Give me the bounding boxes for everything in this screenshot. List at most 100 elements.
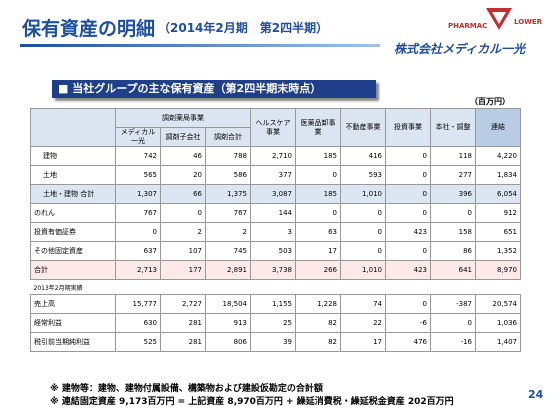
cell: 0 (385, 165, 431, 185)
cell: 0 (385, 203, 431, 223)
logo-text: PHARMAC (448, 22, 488, 30)
asset-table: 調剤薬局事業 ヘルスケア事業 医薬品卸事業 不動産事業 投資事業 本社・調整 連結 メディカル… (30, 108, 521, 352)
cell: 1,375 (205, 184, 251, 204)
table-row: 税引前当期純利益 525 281 806 39 82 17 476 -16 1,407 (30, 332, 521, 352)
header-cell: 投資事業 (385, 108, 431, 147)
cell: 281 (160, 332, 206, 352)
cell: 1,010 (340, 184, 386, 204)
cell: 1,036 (475, 313, 521, 333)
group-header: 調剤薬局事業 (115, 108, 251, 128)
cell: 82 (295, 332, 341, 352)
cell: 266 (295, 260, 341, 280)
row-label: 投資有価証券 (30, 222, 116, 242)
cell: 0 (340, 203, 386, 223)
table-row: のれん 767 0 767 144 0 0 0 0 912 (30, 203, 521, 223)
footnote: ※ 建物等：建物、建物付属設備、構築物および建設仮勘定の合計額 (50, 384, 323, 394)
table-row: その他固定資産 637 107 745 503 17 0 0 86 1,352 (30, 241, 521, 261)
cell: 46 (160, 146, 206, 166)
table-row: 2013年2月期実績 (31, 280, 521, 295)
table-row: メディカル一光 調剤子会社 調剤合計 (31, 127, 521, 147)
cell: -387 (430, 294, 476, 314)
cell: 503 (250, 241, 296, 261)
period-note: 2013年2月期実績 (33, 284, 83, 292)
header-cell: ヘルスケア事業 (250, 108, 296, 147)
cell: 806 (205, 332, 251, 352)
cell: -16 (430, 332, 476, 352)
cell: 788 (205, 146, 251, 166)
cell: 277 (430, 165, 476, 185)
cell: 0 (115, 222, 161, 242)
table-row: 土地 565 20 586 377 0 593 0 277 1,834 (30, 165, 521, 185)
cell: 396 (430, 184, 476, 204)
table-row: 合計 2,713 177 2,891 3,738 266 1,010 423 641 8,970 (30, 260, 521, 280)
cell: 476 (385, 332, 431, 352)
cell: 15,777 (115, 294, 161, 314)
cell: 3,738 (250, 260, 296, 280)
cell: 641 (430, 260, 476, 280)
cell: 25 (250, 313, 296, 333)
row-label: 合計 (30, 260, 116, 280)
row-label: その他固定資産 (30, 241, 116, 261)
cell: 4,220 (475, 146, 521, 166)
footnote: ※ 連結固定資産 9,173百万円 = 上記資産 8,970百万円 + 繰延消費… (50, 397, 454, 407)
title: 保有資産の明細 (22, 18, 156, 40)
cell: 2,891 (205, 260, 251, 280)
cell: 0 (340, 241, 386, 261)
cell: 377 (250, 165, 296, 185)
cell: 1,155 (250, 294, 296, 314)
cell: 423 (385, 260, 431, 280)
cell: 637 (115, 241, 161, 261)
row-label: のれん (30, 203, 116, 223)
company: 株式会社メディカル一光 (394, 42, 526, 56)
cell: 913 (205, 313, 251, 333)
cell: 39 (250, 332, 296, 352)
cell: 586 (205, 165, 251, 185)
cell: 2,710 (250, 146, 296, 166)
cell: 0 (385, 184, 431, 204)
cell: 6,054 (475, 184, 521, 204)
table-row: 売上高 15,777 2,727 18,504 1,155 1,228 74 0 -387 20,… (30, 294, 521, 314)
table-row: 経常利益 630 281 913 25 82 22 -6 0 1,036 (30, 313, 521, 333)
sub-header: 調剤子会社 (160, 127, 206, 147)
cell: 177 (160, 260, 206, 280)
cell: 17 (340, 332, 386, 352)
cell: 107 (160, 241, 206, 261)
logo-text: LOWER (514, 18, 543, 26)
table-row: 投資有価証券 0 2 2 3 63 0 423 158 651 (30, 222, 521, 242)
table-row: 土地・建物 合計 1,307 66 1,375 3,087 185 1,010 0 396 6,0… (30, 184, 521, 204)
cell: 742 (115, 146, 161, 166)
cell: 2 (205, 222, 251, 242)
section-title: ■ 当社グループの主な保有資産（第2四半期末時点） (52, 80, 376, 98)
table-row: 調剤薬局事業 ヘルスケア事業 医薬品卸事業 不動産事業 投資事業 本社・調整 連結 (30, 108, 521, 147)
unit: （百万円） (470, 97, 510, 106)
cell: 8,970 (475, 260, 521, 280)
header-cell: 連結 (475, 108, 521, 147)
cell: 17 (295, 241, 341, 261)
row-label: 土地 (30, 165, 116, 185)
cell: 0 (430, 203, 476, 223)
cell: 651 (475, 222, 521, 242)
cell: 912 (475, 203, 521, 223)
cell: 22 (340, 313, 386, 333)
cell: 423 (385, 222, 431, 242)
cell: 767 (115, 203, 161, 223)
cell: 82 (295, 313, 341, 333)
cell: 144 (250, 203, 296, 223)
cell: 281 (160, 313, 206, 333)
cell: 593 (340, 165, 386, 185)
cell: 0 (295, 203, 341, 223)
cell: 3 (250, 222, 296, 242)
cell: 0 (160, 203, 206, 223)
subtitle: （2014年2月期 第2四半期） (158, 21, 329, 35)
cell: 745 (205, 241, 251, 261)
header-cell (30, 108, 116, 147)
cell: 0 (340, 222, 386, 242)
cell: 158 (430, 222, 476, 242)
table-row: 建物 742 46 788 2,710 185 416 0 118 4,220 (30, 146, 521, 166)
cell: 565 (115, 165, 161, 185)
cell: 86 (430, 241, 476, 261)
row-label: 売上高 (30, 294, 116, 314)
cell: 0 (295, 165, 341, 185)
header-cell: 医薬品卸事業 (295, 108, 341, 147)
